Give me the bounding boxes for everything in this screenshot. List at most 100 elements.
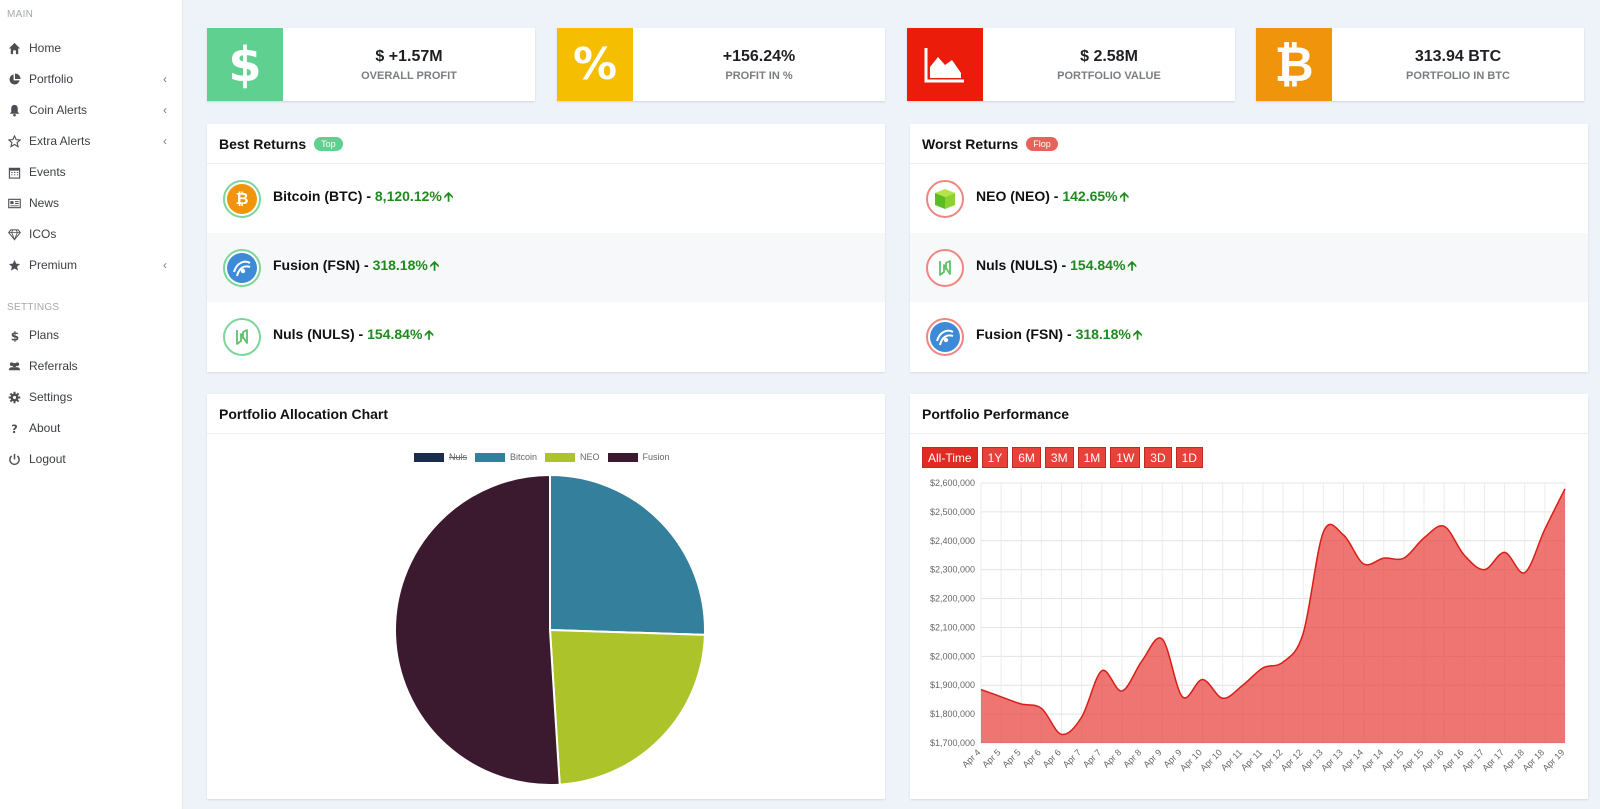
sidebar-item-portfolio[interactable]: Portfolio ‹ (0, 65, 183, 93)
legend-label: Bitcoin (510, 452, 538, 462)
legend-item-bitcoin[interactable]: Bitcoin (475, 452, 537, 462)
allocation-pie-chart (394, 473, 706, 786)
x-tick-label: Apr 19 (1541, 747, 1567, 773)
x-tick-label: Apr 8 (1121, 747, 1143, 769)
performance-title: Portfolio Performance (922, 405, 1070, 422)
separator: - (360, 256, 373, 273)
separator: - (354, 325, 368, 342)
sidebar-item-label: Plans (29, 328, 60, 342)
sidebar-item-about[interactable]: ? About (0, 414, 183, 442)
nuls-icon (926, 248, 964, 287)
x-tick-label: Apr 8 (1101, 747, 1123, 769)
nuls-icon (223, 317, 261, 356)
return-percent: 154.84% (1070, 256, 1126, 273)
worst-returns-panel: Worst Returns Flop NEO (NEO) - 142.65% 🡩 N… (910, 124, 1588, 372)
y-tick-label: $2,200,000 (930, 594, 975, 604)
allocation-title: Portfolio Allocation Chart (219, 405, 389, 422)
return-percent: 318.18% (1075, 325, 1131, 342)
pie-slice-fusion[interactable] (394, 473, 561, 786)
area-fill (981, 488, 1565, 743)
bitcoin-icon: ₿ (1256, 28, 1332, 101)
x-tick-label: Apr 4 (960, 747, 982, 769)
sidebar-item-plans[interactable]: $ Plans (0, 321, 183, 349)
x-tick-label: Apr 10 (1198, 747, 1224, 773)
sidebar-item-label: ICOs (29, 227, 57, 241)
arrow-up-icon: 🡩 (1119, 188, 1129, 204)
range-button-1d[interactable]: 1D (1175, 447, 1203, 468)
x-tick-label: Apr 5 (1000, 747, 1022, 769)
return-percent: 318.18% (372, 256, 428, 273)
range-button-1w[interactable]: 1W (1110, 447, 1141, 468)
legend-label: Fusion (642, 452, 670, 462)
power-icon (7, 452, 21, 466)
sidebar-section-main: MAIN (7, 9, 34, 20)
area-chart-icon (907, 28, 983, 101)
sidebar-section-settings: SETTINGS (7, 302, 60, 313)
coin-name: Fusion (FSN) (273, 256, 361, 273)
home-icon (7, 41, 21, 55)
sidebar-item-label: Portfolio (29, 72, 74, 86)
range-button-3d[interactable]: 3D (1144, 447, 1172, 468)
dollar-icon: $ (7, 328, 21, 342)
chevron-left-icon: ‹ (163, 103, 167, 117)
worst-returns-title: Worst Returns (922, 135, 1019, 152)
stat-label: PROFIT IN % (725, 69, 793, 82)
pie-slice-bitcoin[interactable] (549, 473, 706, 636)
range-button-3m[interactable]: 3M (1044, 447, 1074, 468)
list-item: Nuls (NULS) - 154.84% 🡩 (207, 302, 885, 371)
sidebar-item-premium[interactable]: Premium ‹ (0, 251, 183, 279)
return-percent: 142.65% (1062, 187, 1118, 204)
star-icon (7, 258, 21, 272)
list-item: Fusion (FSN) - 318.18% 🡩 (910, 302, 1588, 371)
coin-name: Bitcoin (BTC) (273, 187, 363, 204)
sidebar-item-news[interactable]: News (0, 189, 183, 217)
sidebar-item-coin-alerts[interactable]: Coin Alerts ‹ (0, 96, 183, 124)
legend-item-nuls[interactable]: Nuls (414, 452, 467, 462)
diamond-icon (7, 227, 21, 241)
range-button-all-time[interactable]: All-Time (922, 447, 978, 468)
list-item: NEO (NEO) - 142.65% 🡩 (910, 164, 1588, 233)
question-icon: ? (7, 421, 21, 435)
coin-name: Nuls (NULS) (976, 256, 1058, 273)
chevron-left-icon: ‹ (163, 134, 167, 148)
y-tick-label: $2,000,000 (930, 651, 975, 661)
y-tick-label: $2,400,000 (930, 536, 975, 546)
sidebar-item-logout[interactable]: Logout (0, 445, 183, 473)
y-tick-label: $1,700,000 (930, 738, 975, 748)
range-button-6m[interactable]: 6M (1012, 447, 1041, 468)
separator: - (1057, 256, 1071, 273)
sidebar-item-label: Premium (29, 258, 78, 272)
range-button-1m[interactable]: 1M (1077, 447, 1107, 468)
stat-value: $ +1.57M (375, 47, 443, 65)
coin-name: NEO (NEO) (976, 187, 1050, 204)
stat-label: OVERALL PROFIT (361, 69, 457, 82)
return-text: NEO (NEO) - 142.65% 🡩 (976, 188, 1129, 210)
legend-swatch (414, 452, 444, 462)
x-tick-label: Apr 5 (980, 747, 1002, 769)
sidebar-item-label: Events (29, 165, 66, 179)
y-tick-label: $1,800,000 (930, 709, 975, 719)
pie-slice-neo[interactable] (548, 628, 706, 786)
return-text: Fusion (FSN) - 318.18% 🡩 (273, 257, 439, 279)
performance-area-chart: $1,700,000 $1,800,000 $1,900,000 $2,000,000… (930, 478, 1567, 773)
users-icon (7, 359, 21, 373)
sidebar-item-home[interactable]: Home (0, 34, 183, 62)
range-button-1y[interactable]: 1Y (981, 447, 1009, 468)
svg-text:$: $ (10, 329, 18, 341)
sidebar-item-events[interactable]: Events (0, 158, 183, 186)
separator: - (1049, 187, 1063, 204)
list-item: Nuls (NULS) - 154.84% 🡩 (910, 233, 1588, 302)
sidebar-item-referrals[interactable]: Referrals (0, 352, 183, 380)
arrow-up-icon: 🡩 (429, 257, 440, 273)
legend-swatch (607, 452, 638, 462)
legend-item-fusion[interactable]: Fusion (607, 452, 670, 462)
sidebar-item-label: Settings (29, 390, 73, 404)
legend-item-neo[interactable]: NEO (545, 452, 600, 462)
sidebar-item-settings[interactable]: Settings (0, 383, 183, 411)
sidebar-item-icos[interactable]: ICOs (0, 220, 183, 248)
y-tick-label: $2,500,000 (930, 507, 975, 517)
sidebar-item-label: Home (29, 41, 62, 55)
sidebar-item-extra-alerts[interactable]: Extra Alerts ‹ (0, 127, 183, 155)
performance-header: Portfolio Performance (910, 394, 1588, 434)
x-tick-label: Apr 6 (1021, 747, 1043, 769)
